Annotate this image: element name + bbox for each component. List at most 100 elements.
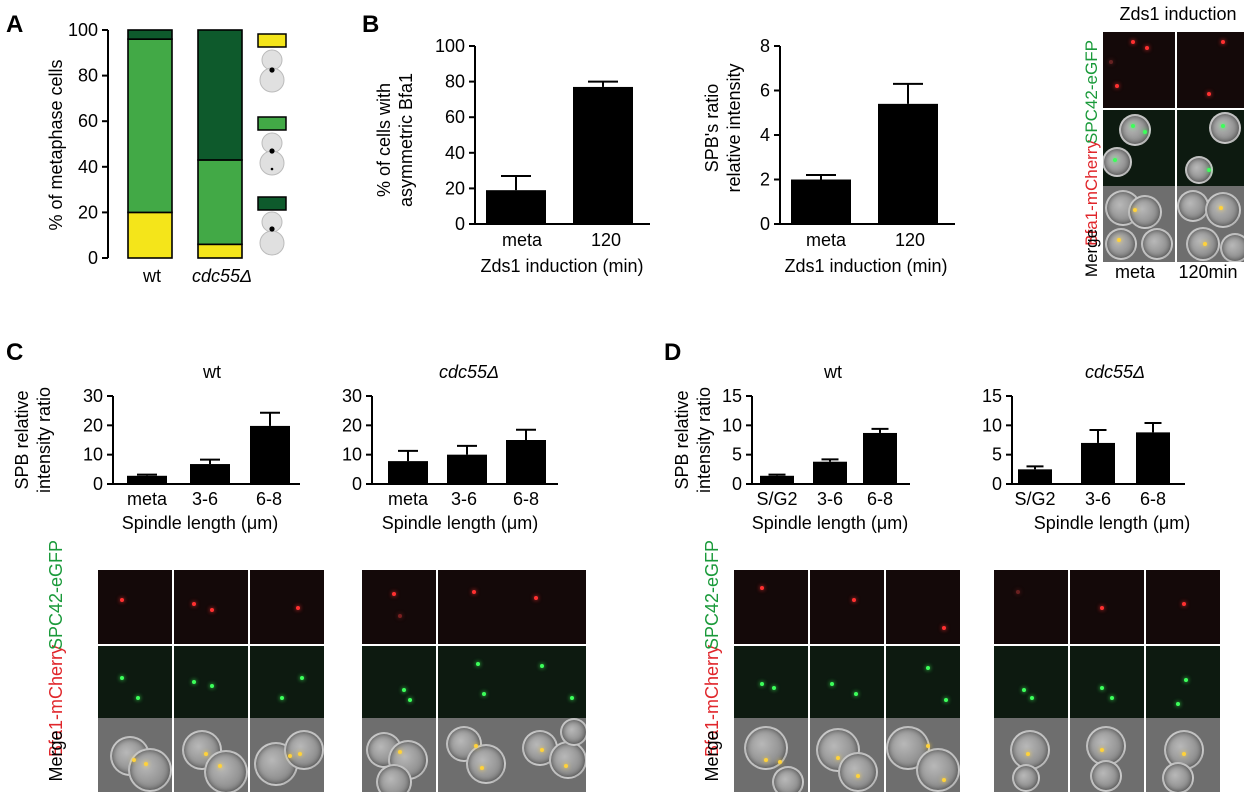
cc-bar-1 (447, 454, 487, 484)
a-bar-0-seg-0 (127, 211, 173, 259)
b-micro-red-120-spot-0 (1221, 40, 1225, 44)
b-mid-ylabel-1: SPB's ratio (702, 84, 722, 172)
dw-ytick-label-0: 0 (732, 474, 742, 494)
c-cdc55-xlabel: Spindle length (μm) (382, 513, 538, 533)
b-micro-red-meta-spot-3 (1109, 60, 1113, 64)
panel-a-chart: % of metaphase cells 0 20 40 60 80 100 wt cdc… (46, 20, 287, 286)
d-cdc55-title: cdc55Δ (1085, 362, 1145, 382)
d-wt-green-2-spot-1 (944, 698, 948, 702)
b-micro-red-meta-spot-0 (1131, 40, 1135, 44)
c-wt-red-2 (250, 570, 324, 644)
a-ytick-label-5: 100 (68, 20, 98, 40)
c-wt-green-1-spot-0 (192, 680, 196, 684)
c-wt-merge-2 (250, 718, 324, 792)
dw-ytick-label-3: 15 (722, 386, 742, 406)
legend-cell-darkgreen-mother (259, 230, 285, 256)
a-bar-1-seg-0 (197, 243, 243, 259)
dc-ytick-label-1: 5 (992, 445, 1002, 465)
b-micro-green-120-spot-1 (1207, 168, 1211, 172)
d-wt-green-0 (734, 646, 808, 720)
c-wt-xtick-0: meta (127, 489, 168, 509)
legend-dot-yellow (269, 67, 275, 73)
d-wt-merge-2-spot-0 (926, 744, 930, 748)
c-cdc55-red-2 (512, 570, 586, 644)
c-cdc55-merge-1-spot-1 (480, 766, 484, 770)
b-micro-merge-120 (1177, 186, 1244, 262)
c-wt-merge-1-spot-1 (218, 764, 222, 768)
c-wt-merge-0-spot-0 (132, 758, 136, 762)
panel-letter-b: B (362, 11, 379, 38)
c-wt-xtick-1: 3-6 (192, 489, 218, 509)
c-micro-label-merge: Merge (46, 730, 66, 781)
b-micro-col-120min: 120min (1178, 262, 1237, 282)
panel-letter-d: D (664, 339, 681, 366)
d-cdc55-merge-1-spot-0 (1100, 748, 1104, 752)
bm-bar-0 (791, 179, 851, 224)
c-cdc55-merge-1-spot-0 (474, 744, 478, 748)
d-cdc55-green-1 (1070, 646, 1144, 720)
d-micro-label-green: SPC42-eGFP (702, 540, 722, 650)
d-cdc55-merge-1-cell-1 (1090, 760, 1122, 792)
b-micro-red-meta (1103, 32, 1175, 108)
d-wt-merge-0-cell-1 (772, 766, 804, 792)
b-left-bars (486, 80, 633, 224)
c-wt-merge-2-spot-1 (298, 752, 302, 756)
panel-a-ylabel: % of metaphase cells (46, 59, 66, 230)
b-micro-merge-meta-cell-2 (1105, 228, 1137, 260)
dc-bar-2 (1136, 432, 1170, 484)
c-wt-bars (127, 411, 290, 484)
d-wt-title: wt (823, 362, 842, 382)
b-left-yticks: 0 20 40 60 80 100 (435, 36, 475, 234)
bm-ytick-label-3: 6 (760, 81, 770, 101)
c-wt-green-2-spot-1 (280, 696, 284, 700)
panel-a-xtick-wt: wt (142, 266, 161, 286)
b-micro-merge-120-cell-0 (1177, 190, 1209, 222)
cc-ytick-label-0: 0 (352, 474, 362, 494)
b-micro-merge-meta-cell-3 (1141, 228, 1173, 260)
d-cdc55-green-1-spot-1 (1110, 696, 1114, 700)
cc-bar-0 (388, 461, 428, 484)
c-wt-xtick-2: 6-8 (256, 489, 282, 509)
d-cdc55-xtick-0: S/G2 (1014, 489, 1055, 509)
b-micro-green-120-spot-0 (1221, 124, 1225, 128)
b-micro-green-meta (1103, 110, 1175, 186)
c-wt-green-0 (98, 646, 172, 720)
b-micro-label-merge: Merge (1082, 229, 1101, 277)
b-micro-green-120-cell-1 (1185, 156, 1213, 184)
c-cdc55-merge-2-spot-1 (564, 764, 568, 768)
bm-ytick-label-4: 8 (760, 36, 770, 56)
d-micro-label-red: Bfa1-mCherry (702, 645, 722, 757)
c-cdc55-xtick-0: meta (388, 489, 429, 509)
d-cdc55-merge-0-cell-1 (1012, 764, 1040, 792)
dw-ytick-label-1: 5 (732, 445, 742, 465)
c-wt-red-1 (174, 570, 248, 644)
bl-ytick-label-3: 60 (445, 107, 465, 127)
b-micro-merge-120-spot-1 (1203, 242, 1207, 246)
b-micro-green-120-cell-0 (1209, 112, 1241, 144)
c-wt-red-1-spot-0 (192, 602, 196, 606)
d-wt-green-1 (810, 646, 884, 720)
b-micro-merge-120-cell-1 (1205, 192, 1241, 228)
d-cdc55-merge-2-cell-1 (1162, 762, 1194, 792)
b-micro-merge-120-cell-3 (1220, 233, 1244, 262)
d-cdc55-red-1-spot-0 (1100, 606, 1104, 610)
c-wt-green-2 (250, 646, 324, 720)
legend-box-green (257, 116, 287, 131)
d-cdc55-green-0-spot-1 (1030, 696, 1034, 700)
c-cdc55-merge-2 (512, 718, 586, 792)
dc-ytick-label-0: 0 (992, 474, 1002, 494)
c-cdc55-green-2 (512, 646, 586, 720)
d-wt-green-2-spot-0 (926, 666, 930, 670)
a-ytick-label-3: 60 (78, 111, 98, 131)
cw-bar-1 (190, 464, 230, 484)
d-cdc55-xtick-1: 3-6 (1085, 489, 1111, 509)
panel-c-charts: SPB relative intensity ratio wt 0102030 … (12, 362, 558, 533)
b-mid-ylabel-2: relative intensity (724, 63, 744, 192)
panel-letter-c: C (6, 339, 23, 366)
panel-a-bars (127, 29, 243, 259)
d-wt-xtick-1: 3-6 (817, 489, 843, 509)
a-bar-1-seg-2 (197, 29, 243, 161)
d-cdc55-green-1-spot-0 (1100, 686, 1104, 690)
d-wt-green-0-spot-0 (760, 682, 764, 686)
dc-ytick-label-2: 10 (982, 415, 1002, 435)
